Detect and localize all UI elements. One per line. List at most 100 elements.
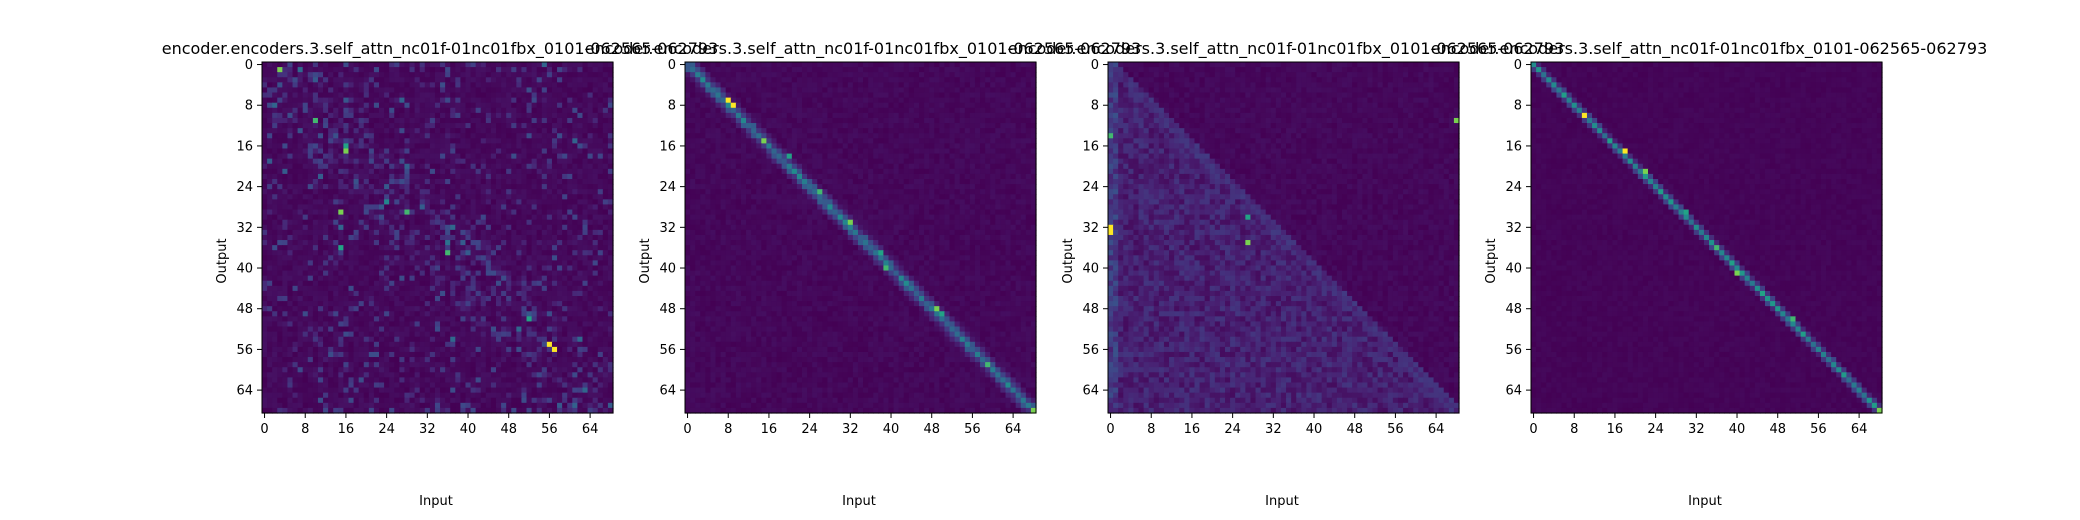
heatmap-cell xyxy=(414,219,421,226)
heatmap-cell xyxy=(409,351,416,358)
heatmap-cell xyxy=(475,219,482,226)
heatmap-cell xyxy=(343,306,350,312)
heatmap-cell xyxy=(490,397,497,404)
heatmap-cell xyxy=(802,72,808,78)
heatmap-cell xyxy=(501,326,507,333)
heatmap-cell xyxy=(424,204,431,211)
heatmap-cell xyxy=(424,97,431,104)
heatmap-cell xyxy=(516,87,523,94)
heatmap-cell xyxy=(934,62,940,68)
heatmap-cell xyxy=(496,214,502,221)
heatmap-cell xyxy=(597,148,604,155)
heatmap-cell xyxy=(272,133,278,139)
heatmap-cell xyxy=(394,362,400,368)
heatmap-cell xyxy=(802,67,808,73)
heatmap-cell xyxy=(511,382,517,389)
heatmap-cell xyxy=(501,179,507,185)
heatmap-cell xyxy=(348,143,355,150)
heatmap-cell xyxy=(363,245,370,251)
heatmap-cell xyxy=(419,97,426,104)
heatmap-cell xyxy=(389,224,395,231)
heatmap-cell xyxy=(740,62,747,68)
heatmap-cell xyxy=(470,102,477,109)
heatmap-cell xyxy=(567,87,573,94)
heatmap-cell xyxy=(384,168,390,175)
heatmap-cell xyxy=(572,214,578,221)
heatmap-cell xyxy=(404,189,411,195)
heatmap-cell xyxy=(368,112,375,119)
heatmap-cell xyxy=(597,179,604,185)
heatmap-cell xyxy=(404,133,411,139)
heatmap-cell xyxy=(282,351,289,358)
heatmap-cell xyxy=(572,102,578,109)
heatmap-cell xyxy=(536,179,543,185)
heatmap-cell xyxy=(394,128,400,134)
heatmap-cell xyxy=(440,204,446,211)
heatmap-cell xyxy=(587,234,594,241)
heatmap-cell xyxy=(577,138,584,144)
heatmap-cell xyxy=(602,92,609,99)
heatmap-cell xyxy=(546,280,553,287)
heatmap-cell xyxy=(898,72,905,78)
heatmap-cell xyxy=(607,168,614,175)
heatmap-cell xyxy=(440,97,446,104)
y-tick-label: 48 xyxy=(236,302,253,317)
heatmap-cell xyxy=(328,92,334,99)
heatmap-cell xyxy=(470,331,477,338)
heatmap-cell xyxy=(424,224,431,231)
heatmap-cell xyxy=(572,153,578,160)
heatmap-cell xyxy=(582,117,589,124)
heatmap-cell xyxy=(414,326,421,333)
heatmap-cell xyxy=(567,158,573,165)
heatmap-cell xyxy=(526,402,533,409)
heatmap-cell xyxy=(302,194,309,200)
heatmap-cell xyxy=(328,351,334,358)
heatmap-cell xyxy=(277,219,283,226)
heatmap-cell xyxy=(262,102,268,109)
heatmap-cell xyxy=(597,97,604,104)
heatmap-cell xyxy=(475,326,482,333)
heatmap-cell xyxy=(592,372,599,378)
heatmap-cell xyxy=(389,331,395,338)
heatmap-cell xyxy=(551,117,558,124)
heatmap-cell xyxy=(424,326,431,333)
heatmap-cell xyxy=(287,407,294,414)
heatmap-cell xyxy=(577,321,584,328)
heatmap-cell xyxy=(353,123,360,129)
heatmap-cell xyxy=(919,72,925,78)
heatmap-cell xyxy=(445,270,451,277)
heatmap-cell xyxy=(440,138,446,144)
heatmap-cell xyxy=(746,67,752,73)
heatmap-cell xyxy=(470,224,477,231)
heatmap-cell xyxy=(602,372,609,378)
heatmap-cell xyxy=(450,112,456,119)
heatmap-cell xyxy=(394,148,400,155)
heatmap-cell xyxy=(348,285,355,292)
heatmap-cell xyxy=(267,357,273,363)
heatmap-cell xyxy=(577,250,584,256)
heatmap-cell xyxy=(567,321,573,328)
heatmap-cell xyxy=(597,402,604,409)
heatmap-cell xyxy=(368,133,375,139)
heatmap-cell xyxy=(475,240,482,246)
heatmap-cell xyxy=(317,316,324,323)
heatmap-cell xyxy=(394,87,400,94)
heatmap-cell xyxy=(317,280,324,287)
heatmap-cell xyxy=(597,336,604,343)
heatmap-cell xyxy=(363,179,370,185)
heatmap-cell xyxy=(419,133,426,139)
heatmap-cell xyxy=(445,87,451,94)
heatmap-cell xyxy=(429,321,436,328)
y-tick-label: 40 xyxy=(236,262,253,277)
heatmap-cell xyxy=(587,92,594,99)
heatmap-cell xyxy=(343,77,350,83)
heatmap-cell xyxy=(536,407,543,414)
heatmap-cell xyxy=(434,341,441,348)
heatmap-cell xyxy=(434,87,441,94)
heatmap-cell xyxy=(282,372,289,378)
heatmap-cell xyxy=(353,377,360,384)
heatmap-cell xyxy=(582,153,589,160)
heatmap-cell xyxy=(343,184,350,190)
heatmap-cell xyxy=(455,402,461,409)
heatmap-cell xyxy=(567,128,573,134)
